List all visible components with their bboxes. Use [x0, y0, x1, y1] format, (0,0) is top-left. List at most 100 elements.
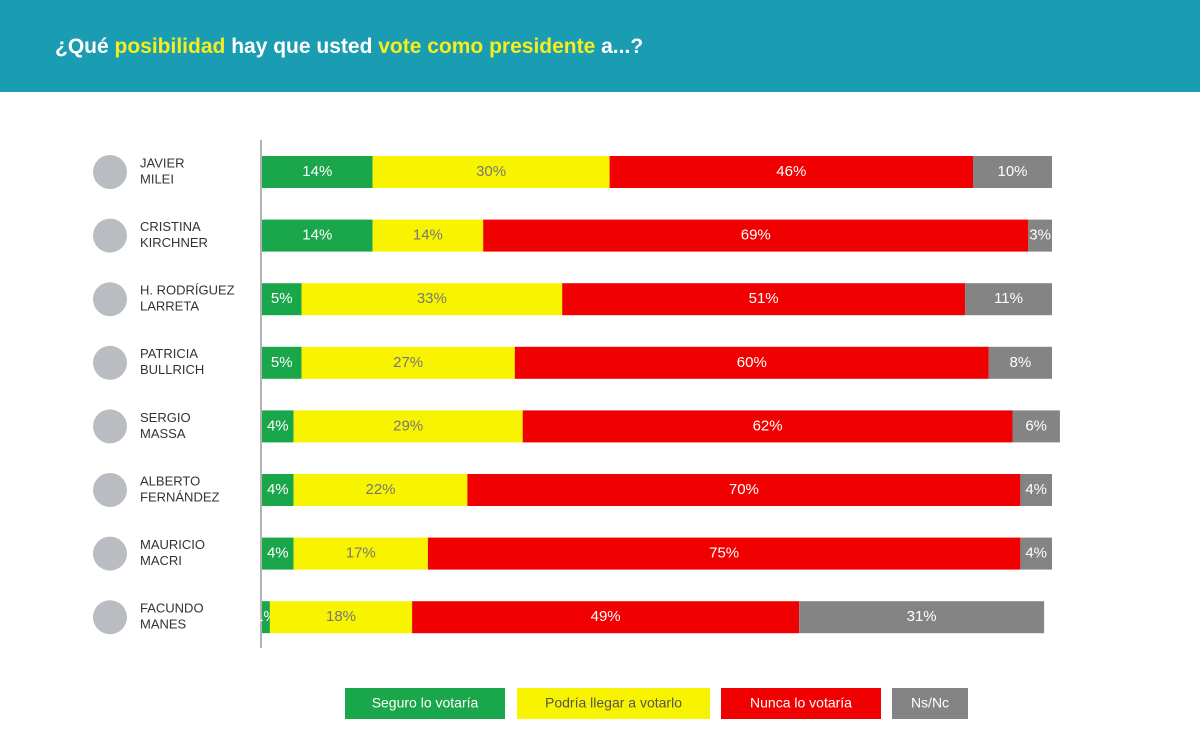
header-band — [0, 0, 1200, 92]
legend-swatch — [892, 688, 968, 719]
avatar — [93, 345, 127, 380]
category-label: JAVIER — [140, 155, 185, 170]
value-label: 33% — [417, 290, 447, 307]
chart-title: ¿Qué posibilidad hay que usted vote como… — [55, 35, 643, 58]
category-label: SERGIO — [140, 410, 191, 425]
bar-segment — [269, 601, 413, 634]
category-label: PATRICIA — [140, 346, 198, 361]
avatar — [93, 155, 127, 189]
value-label: 62% — [753, 417, 783, 434]
category-label: MILEI — [140, 171, 174, 186]
value-label: 10% — [997, 163, 1027, 180]
avatar — [93, 218, 127, 253]
value-label: 17% — [346, 545, 376, 562]
legend-label: Nunca lo votaría — [750, 695, 852, 711]
bar-segment — [301, 283, 563, 316]
category-label: MAURICIO — [140, 537, 205, 552]
category-label: H. RODRÍGUEZ — [140, 283, 235, 298]
category-label: ALBERTO — [140, 473, 200, 488]
bar-segment — [262, 346, 302, 379]
title-segment: vote como presidente — [378, 35, 595, 58]
value-label: 14% — [302, 163, 332, 180]
value-label: 14% — [413, 227, 443, 244]
bar-segment — [427, 537, 1021, 570]
bar-segment — [262, 601, 270, 634]
bar-segment — [262, 537, 294, 570]
avatar — [93, 409, 127, 444]
bar-segment — [412, 601, 800, 634]
legend-label: Podría llegar a votarlo — [545, 695, 682, 711]
value-label: 46% — [776, 163, 806, 180]
bar-segment — [609, 156, 973, 188]
bar-segment — [522, 410, 1013, 443]
bar-segment — [262, 156, 373, 188]
value-label: 30% — [476, 163, 506, 180]
bar-segment — [1028, 219, 1052, 252]
value-label: 51% — [749, 290, 779, 307]
title-segment: hay que usted — [225, 35, 378, 58]
bar-segment — [262, 474, 294, 506]
value-label: 4% — [1025, 545, 1047, 562]
bar-segment — [293, 474, 468, 506]
value-label: 31% — [907, 608, 937, 625]
bar-segment — [483, 219, 1029, 252]
legend-label: Seguro lo votaría — [372, 695, 479, 711]
avatar — [93, 282, 127, 317]
bar-segment — [262, 283, 302, 316]
legend-swatch — [517, 688, 710, 719]
category-label: FERNÁNDEZ — [140, 489, 220, 504]
value-label: 60% — [737, 354, 767, 371]
category-label: KIRCHNER — [140, 235, 208, 250]
value-label: 5% — [271, 354, 293, 371]
avatar — [93, 473, 127, 507]
value-label: 4% — [267, 417, 289, 434]
title-segment: ¿Qué — [55, 35, 115, 58]
bar-segment — [514, 346, 989, 379]
value-label: 22% — [365, 481, 395, 498]
category-label: FACUNDO — [140, 601, 204, 616]
category-label: CRISTINA — [140, 219, 201, 234]
value-label: 69% — [741, 227, 771, 244]
value-label: 29% — [393, 417, 423, 434]
bar-segment — [988, 346, 1052, 379]
bar-segment — [262, 219, 373, 252]
value-label: 5% — [271, 290, 293, 307]
category-label: LARRETA — [140, 299, 199, 314]
value-label: 18% — [326, 608, 356, 625]
value-label: 75% — [709, 545, 739, 562]
bar-segment — [973, 156, 1052, 188]
value-label: 14% — [302, 227, 332, 244]
category-label: MACRI — [140, 553, 182, 568]
avatar — [93, 600, 127, 635]
bar-segment — [1012, 410, 1060, 443]
title-segment: posibilidad — [115, 35, 226, 58]
bar-segment — [301, 346, 515, 379]
value-label: 4% — [1025, 481, 1047, 498]
bar-segment — [1020, 537, 1052, 570]
title-segment: a...? — [595, 35, 643, 58]
legend-swatch — [721, 688, 881, 719]
legend-label: Ns/Nc — [911, 695, 949, 711]
category-label: BULLRICH — [140, 362, 204, 377]
avatar — [93, 536, 127, 571]
value-label: 70% — [729, 481, 759, 498]
bar-segment — [372, 156, 610, 188]
value-label: 49% — [591, 608, 621, 625]
legend-swatch — [345, 688, 505, 719]
value-label: 27% — [393, 354, 423, 371]
bar-segment — [799, 601, 1045, 634]
category-label: MANES — [140, 617, 187, 632]
bar-segment — [562, 283, 966, 316]
value-label: 3% — [1029, 227, 1051, 244]
bar-segment — [293, 410, 523, 443]
bar-segment — [372, 219, 484, 252]
value-label: 6% — [1025, 417, 1047, 434]
category-label: MASSA — [140, 426, 186, 441]
value-label: 8% — [1010, 354, 1032, 371]
bar-segment — [965, 283, 1052, 316]
bar-segment — [467, 474, 1021, 506]
value-label: 4% — [267, 481, 289, 498]
value-label: 11% — [994, 290, 1023, 307]
